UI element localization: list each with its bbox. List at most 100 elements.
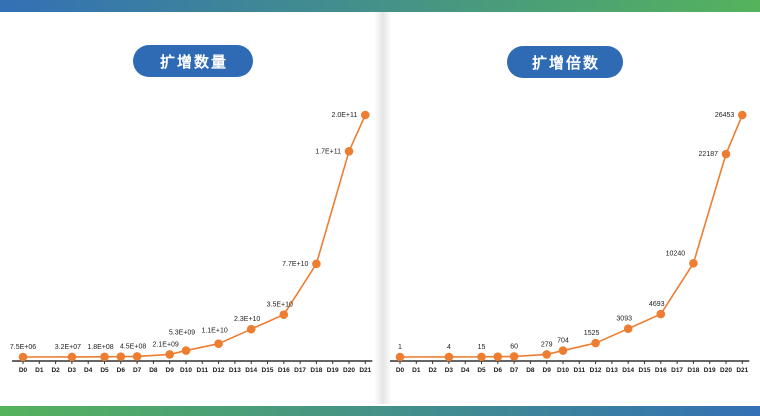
data-point-label: 7.7E+10: [282, 261, 308, 268]
data-point-label: 26453: [715, 112, 735, 119]
data-point-marker: [246, 324, 256, 334]
x-axis-tick-label: D9: [543, 367, 552, 374]
data-point-label: 7.5E+06: [10, 344, 36, 351]
x-axis-tick-label: D4: [84, 367, 93, 374]
data-point-label: 4: [447, 344, 451, 351]
x-axis-tick-label: D19: [327, 367, 339, 374]
data-point-marker: [623, 324, 633, 334]
data-point-marker: [656, 309, 666, 319]
data-point-marker: [444, 352, 454, 362]
x-axis-tick-label: D6: [117, 367, 126, 374]
data-point-label: 1525: [584, 330, 600, 337]
data-point-marker: [542, 350, 551, 359]
bottom-accent-bar: [0, 406, 760, 416]
x-axis-tick-label: D16: [278, 367, 290, 374]
data-point-label: 3093: [616, 316, 632, 323]
data-point-label: 2.3E+10: [234, 316, 260, 323]
data-point-marker: [67, 352, 77, 362]
x-axis-tick-label: D12: [213, 367, 225, 374]
data-point-marker: [18, 352, 28, 362]
data-point-marker: [279, 310, 289, 319]
x-axis-tick-label: D3: [445, 367, 454, 374]
data-point-label: 1: [398, 344, 402, 351]
data-point-marker: [395, 352, 405, 362]
data-point-marker: [312, 259, 321, 269]
data-point-label: 2.1E+09: [153, 341, 179, 348]
x-axis-tick-label: D20: [343, 367, 355, 374]
x-axis-tick-label: D10: [180, 367, 192, 374]
x-axis-tick-label: D7: [510, 367, 519, 374]
x-axis-tick-label: D13: [606, 367, 618, 374]
data-point-marker: [509, 352, 519, 361]
x-axis-tick-label: D11: [197, 367, 209, 374]
amplification-count-chart: D0 D1 D2 D3 D4 D5 D6 D7 D8 D9 D10 D11 D12 D13 D14 D15 D1…: [10, 110, 373, 374]
data-point-label: 4693: [649, 301, 665, 308]
data-point-label: 279: [541, 341, 553, 348]
x-axis-tick-label: D10: [557, 367, 569, 374]
x-axis-tick-label: D3: [68, 367, 77, 374]
x-axis-tick-label: D7: [133, 367, 142, 374]
x-axis-tick-label: D15: [639, 367, 651, 374]
x-axis-tick-label: D17: [294, 367, 306, 374]
data-point-marker: [558, 346, 568, 355]
x-axis-tick-label: D0: [396, 367, 405, 374]
x-axis-tick-label: D8: [149, 367, 158, 374]
data-point-label: 15: [478, 344, 486, 351]
x-axis-tick-label: D13: [229, 367, 241, 374]
data-point-marker: [721, 149, 731, 159]
amplification-fold-chart: D0 D1 D2 D3 D4 D5 D6 D7 D8 D9 D10 D11 D12 D13 D14 D15 D1…: [390, 110, 750, 374]
data-point-label: 1.7E+11: [315, 148, 341, 155]
data-point-marker: [132, 352, 142, 361]
x-axis-tick-label: D21: [359, 367, 371, 374]
x-axis-tick-label: D9: [166, 367, 175, 374]
data-point-marker: [100, 352, 109, 362]
x-axis-tick-label: D21: [736, 367, 748, 374]
data-point-label: 10240: [666, 250, 686, 257]
x-axis-tick-label: D1: [412, 367, 421, 374]
x-axis-tick-label: D2: [51, 367, 60, 374]
data-point-marker: [477, 352, 486, 362]
data-point-label: 60: [510, 343, 518, 350]
data-point-label: 5.3E+09: [169, 330, 195, 337]
x-axis-tick-label: D2: [428, 367, 437, 374]
chart-title-pill-fold: 扩增倍数: [507, 46, 623, 78]
data-point-marker: [344, 147, 354, 156]
x-axis-tick-label: D18: [687, 367, 699, 374]
data-point-marker: [738, 110, 747, 120]
data-point-marker: [165, 350, 174, 359]
data-point-label: 704: [557, 338, 569, 345]
data-point-marker: [214, 339, 223, 348]
chart-title-pill-count: 扩增数量: [133, 45, 253, 77]
data-point-marker: [116, 352, 126, 361]
x-axis-tick-label: D20: [720, 367, 732, 374]
data-point-label: 4.5E+08: [120, 343, 146, 350]
x-axis-tick-label: D12: [590, 367, 602, 374]
data-point-label: 1.8E+08: [87, 344, 113, 351]
data-point-marker: [361, 110, 370, 120]
data-point-marker: [493, 352, 503, 362]
x-axis-tick-label: D14: [245, 367, 257, 374]
x-axis-tick-label: D16: [655, 367, 667, 374]
data-point-label: 3.2E+07: [55, 344, 81, 351]
data-point-label: 1.1E+10: [201, 328, 227, 335]
x-axis-tick-label: D6: [494, 367, 503, 374]
data-point-marker: [689, 259, 698, 268]
x-axis-tick-label: D14: [622, 367, 634, 374]
x-axis-tick-label: D4: [461, 367, 470, 374]
x-axis-tick-label: D1: [35, 367, 44, 374]
data-series-line: [399, 114, 744, 358]
x-axis-tick-label: D17: [671, 367, 683, 374]
data-point-label: 2.0E+11: [332, 112, 358, 119]
x-axis-tick-label: D8: [526, 367, 535, 374]
x-axis-tick-label: D5: [477, 367, 486, 374]
x-axis-tick-label: D0: [19, 367, 28, 374]
x-axis-tick-label: D18: [310, 367, 322, 374]
x-axis-tick-label: D11: [574, 367, 586, 374]
top-accent-bar: [0, 0, 760, 12]
data-point-label: 3.5E+10: [267, 302, 293, 309]
data-point-label: 22187: [699, 151, 719, 158]
x-axis-tick-label: D19: [704, 367, 716, 374]
data-point-marker: [181, 346, 191, 355]
x-axis-tick-label: D5: [100, 367, 109, 374]
